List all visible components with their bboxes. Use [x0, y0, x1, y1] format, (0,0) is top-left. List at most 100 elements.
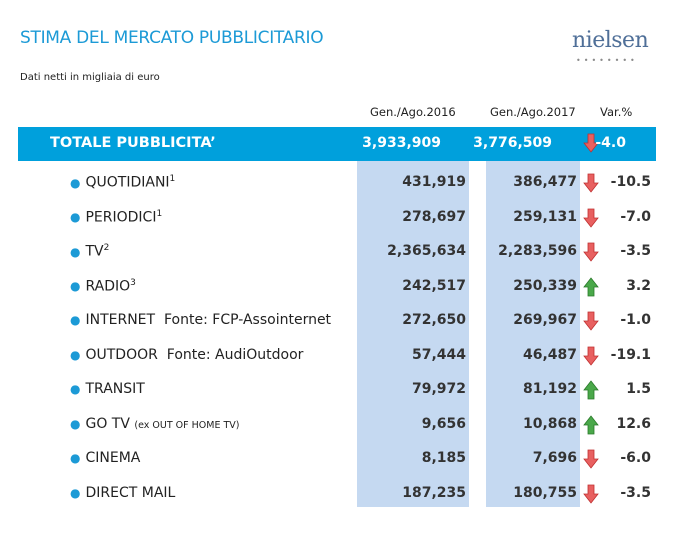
table-row: ● TRANSIT 79,972 81,192 1.5	[0, 375, 699, 405]
variation: 1.5	[626, 381, 651, 397]
row-label: ● DIRECT MAIL	[70, 485, 175, 501]
total-2016: 3,933,909	[362, 135, 441, 151]
variation: -1.0	[620, 312, 651, 328]
value-2016: 431,919	[402, 174, 466, 190]
row-name: TV	[85, 243, 104, 260]
table-row: ● CINEMA 8,185 7,696 -6.0	[0, 444, 699, 474]
column-2017-bg	[486, 161, 580, 507]
row-label: ● PERIODICI1	[70, 209, 162, 226]
table-row: ● GO TV (ex OUT OF HOME TV) 9,656 10,868 12.…	[0, 410, 699, 440]
row-name: OUTDOOR	[85, 346, 158, 363]
value-2016: 9,656	[421, 415, 466, 432]
row-label: ● INTERNET Fonte: FCP-Assointernet	[70, 312, 331, 328]
total-row: TOTALE PUBBLICITA’ 3,933,909 3,776,509 -…	[18, 127, 656, 161]
bullet-icon: ●	[70, 347, 81, 362]
up-arrow-icon	[583, 414, 599, 434]
row-name: PERIODICI	[85, 209, 157, 226]
value-2017: 386,477	[513, 174, 577, 190]
table-row: ● OUTDOOR Fonte: AudiOutdoor 57,444 46,487 -…	[0, 341, 699, 371]
row-name: INTERNET	[85, 312, 156, 328]
value-2017: 10,868	[522, 415, 577, 432]
variation: -6.0	[620, 450, 651, 466]
column-2016-bg	[357, 161, 469, 507]
value-2017: 269,967	[513, 312, 577, 328]
row-label: ● OUTDOOR Fonte: AudiOutdoor	[70, 347, 303, 363]
variation: -7.0	[620, 208, 651, 225]
row-name: QUOTIDIANI	[85, 174, 170, 191]
down-arrow-icon	[583, 133, 599, 153]
bullet-icon: ●	[70, 382, 81, 396]
value-2016: 242,517	[402, 277, 466, 294]
value-2017: 46,487	[522, 346, 577, 363]
row-label: ● GO TV (ex OUT OF HOME TV)	[70, 416, 239, 432]
value-2017: 2,283,596	[498, 243, 577, 259]
down-arrow-icon	[583, 449, 599, 469]
table-row: ● DIRECT MAIL 187,235 180,755 -3.5	[0, 479, 699, 509]
up-arrow-icon	[583, 276, 599, 296]
row-name: CINEMA	[85, 450, 141, 466]
bullet-icon: ●	[70, 175, 81, 190]
value-2016: 8,185	[421, 450, 466, 466]
value-2017: 7,696	[532, 450, 577, 466]
table-row: ● TV2 2,365,634 2,283,596 -3.5	[0, 237, 699, 267]
bullet-icon: ●	[70, 485, 81, 500]
up-arrow-icon	[583, 380, 599, 400]
footnote-ref: 1	[169, 174, 176, 184]
logo-dots: ••••••••	[576, 56, 638, 65]
bullet-icon: ●	[70, 416, 81, 431]
value-2017: 81,192	[522, 381, 577, 397]
variation: -19.1	[610, 346, 651, 363]
row-name: TRANSIT	[85, 381, 145, 397]
total-var: -4.0	[595, 135, 626, 151]
value-2016: 79,972	[411, 381, 466, 397]
variation: -3.5	[620, 484, 651, 501]
variation: 12.6	[616, 415, 651, 432]
row-name: RADIO	[85, 278, 131, 295]
row-label: ● TRANSIT	[70, 381, 145, 397]
page-title: STIMA DEL MERCATO PUBBLICITARIO	[20, 28, 324, 48]
down-arrow-icon	[583, 173, 599, 193]
nielsen-logo: nielsen	[572, 28, 649, 53]
variation: 3.2	[626, 277, 651, 294]
variation: -3.5	[620, 243, 651, 259]
bullet-icon: ●	[70, 279, 81, 294]
value-2016: 272,650	[402, 312, 466, 328]
total-2017: 3,776,509	[473, 135, 552, 151]
value-2016: 57,444	[411, 346, 466, 363]
footnote-ref: 2	[103, 243, 110, 253]
row-source-note: Fonte: FCP-Assointernet	[164, 312, 332, 328]
bullet-icon: ●	[70, 210, 81, 225]
header-2017: Gen./Ago.2017	[490, 105, 576, 119]
row-label: ● QUOTIDIANI1	[70, 174, 175, 191]
footnote-ref: 1	[156, 208, 163, 219]
table-row: ● QUOTIDIANI1 431,919 386,477 -10.5	[0, 168, 699, 198]
table-row: ● RADIO3 242,517 250,339 3.2	[0, 272, 699, 302]
value-2016: 278,697	[402, 208, 466, 225]
down-arrow-icon	[583, 484, 599, 504]
row-label: ● TV2	[70, 243, 109, 260]
row-source-note: Fonte: AudiOutdoor	[166, 346, 304, 363]
down-arrow-icon	[583, 208, 599, 228]
row-small-note: (ex OUT OF HOME TV)	[134, 419, 240, 431]
row-name: GO TV	[85, 415, 130, 432]
down-arrow-icon	[583, 242, 599, 262]
bullet-icon: ●	[70, 451, 81, 465]
value-2017: 180,755	[513, 484, 577, 501]
value-2016: 2,365,634	[387, 243, 466, 259]
down-arrow-icon	[583, 311, 599, 331]
header-2016: Gen./Ago.2016	[370, 105, 456, 119]
table-row: ● INTERNET Fonte: FCP-Assointernet 272,650…	[0, 306, 699, 336]
total-label: TOTALE PUBBLICITA’	[50, 135, 216, 151]
variation: -10.5	[610, 174, 651, 190]
bullet-icon: ●	[70, 244, 81, 259]
bullet-icon: ●	[70, 313, 81, 327]
footnote-ref: 3	[130, 277, 136, 288]
subtitle: Dati netti in migliaia di euro	[20, 72, 160, 83]
value-2017: 250,339	[513, 277, 577, 294]
header-var: Var.%	[600, 105, 633, 119]
table-row: ● PERIODICI1 278,697 259,131 -7.0	[0, 203, 699, 233]
row-label: ● RADIO3	[70, 278, 136, 295]
value-2016: 187,235	[402, 484, 466, 501]
row-label: ● CINEMA	[70, 450, 140, 466]
value-2017: 259,131	[513, 208, 577, 225]
